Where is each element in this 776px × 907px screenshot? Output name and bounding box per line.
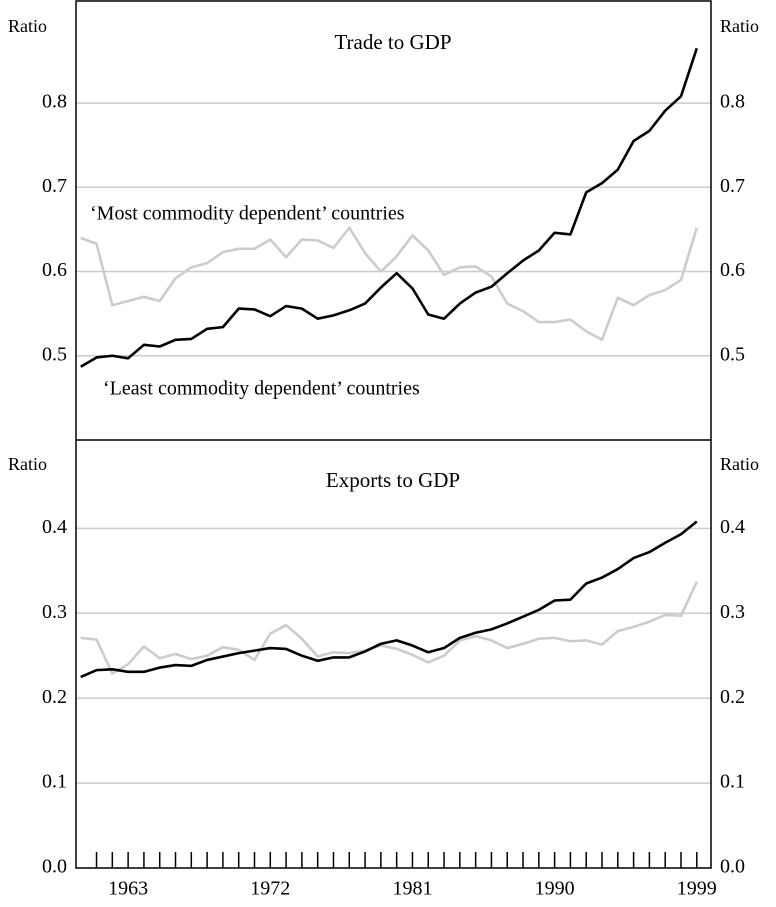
- y2-tick-label: 0.7: [720, 175, 745, 197]
- y-tick-label: 0.4: [42, 516, 67, 538]
- series-label: ‘Least commodity dependent’ countries: [103, 378, 420, 400]
- panel-title: Trade to GDP: [334, 30, 451, 54]
- series-line: [80, 581, 698, 675]
- series-line: [80, 226, 699, 342]
- x-tick-label: 1999: [677, 878, 717, 900]
- y2-tick-label: 0.1: [720, 771, 745, 793]
- y-axis-label: Ratio: [8, 16, 47, 36]
- series-line: [80, 520, 698, 679]
- y-tick-label: 0.1: [42, 771, 67, 793]
- y2-axis-label: Ratio: [720, 16, 759, 36]
- y2-tick-label: 0.5: [720, 343, 745, 365]
- y2-tick-label: 0.6: [720, 259, 745, 281]
- y2-tick-label: 0.8: [720, 91, 745, 113]
- y-tick-label: 0.3: [42, 601, 67, 623]
- y2-axis-label: Ratio: [720, 454, 759, 474]
- x-tick-label: 1990: [535, 878, 575, 900]
- panel-title: Exports to GDP: [326, 468, 460, 492]
- y-tick-label: 0.2: [42, 686, 67, 708]
- x-tick-label: 1972: [250, 878, 290, 900]
- y-tick-label: 0.7: [42, 175, 67, 197]
- x-tick-label: 1963: [108, 878, 148, 900]
- y-tick-label: 0.5: [42, 343, 67, 365]
- y2-tick-label: 0.4: [720, 516, 745, 538]
- y-tick-label: 0.0: [42, 856, 67, 878]
- y-tick-label: 0.6: [42, 259, 67, 281]
- y-tick-label: 0.8: [42, 91, 67, 113]
- y2-tick-label: 0.2: [720, 686, 745, 708]
- series-label: ‘Most commodity dependent’ countries: [90, 203, 405, 225]
- y-axis-label: Ratio: [8, 454, 47, 474]
- y2-tick-label: 0.3: [720, 601, 745, 623]
- x-tick-label: 1981: [392, 878, 432, 900]
- plot-frame: [75, 0, 712, 869]
- series-line: [80, 47, 699, 368]
- y2-tick-label: 0.0: [720, 856, 745, 878]
